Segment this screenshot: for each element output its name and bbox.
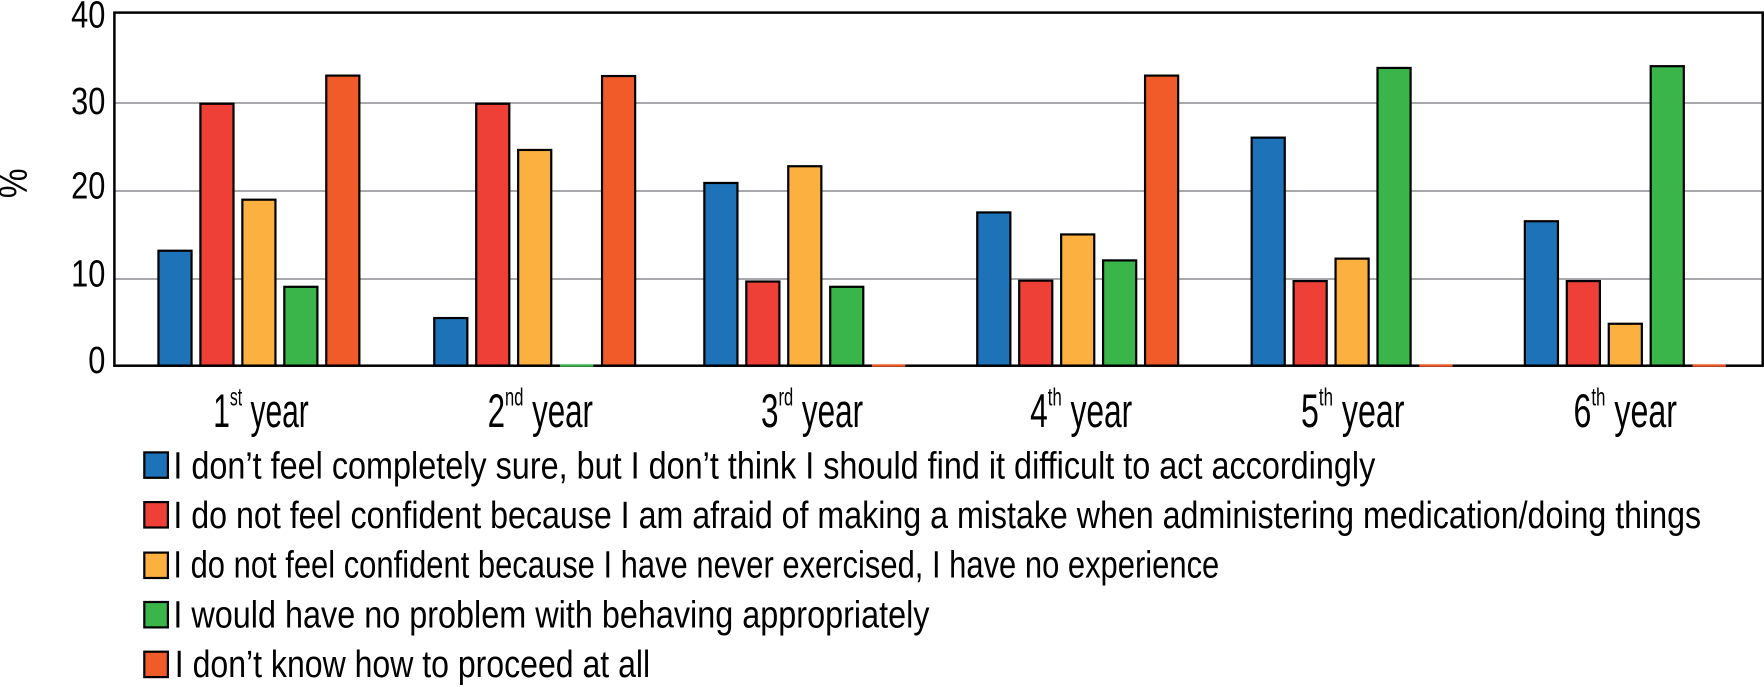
- svg-text:I would have no problem with b: I would have no problem with behaving ap…: [173, 594, 929, 636]
- svg-text:10: 10: [71, 254, 105, 296]
- svg-text:%: %: [0, 168, 36, 198]
- svg-text:I don’t know how to proceed at: I don’t know how to proceed at all: [175, 643, 650, 685]
- svg-text:4th year: 4th year: [1030, 383, 1132, 437]
- svg-text:30: 30: [71, 81, 105, 123]
- svg-text:5th year: 5th year: [1301, 383, 1404, 437]
- svg-text:I do not feel confident becaus: I do not feel confident because I am afr…: [173, 495, 1701, 537]
- svg-text:40: 40: [71, 0, 105, 36]
- svg-text:1st year: 1st year: [213, 384, 309, 438]
- svg-text:I do not feel confident becaus: I do not feel confident because I have n…: [173, 545, 1219, 587]
- svg-text:I don’t feel completely sure,: I don’t feel completely sure, but I don’…: [173, 445, 1375, 487]
- svg-text:6th year: 6th year: [1573, 383, 1676, 437]
- svg-text:20: 20: [71, 166, 105, 208]
- svg-text:3rd year: 3rd year: [761, 384, 863, 437]
- svg-text:0: 0: [88, 340, 105, 382]
- svg-text:2nd year: 2nd year: [488, 384, 593, 437]
